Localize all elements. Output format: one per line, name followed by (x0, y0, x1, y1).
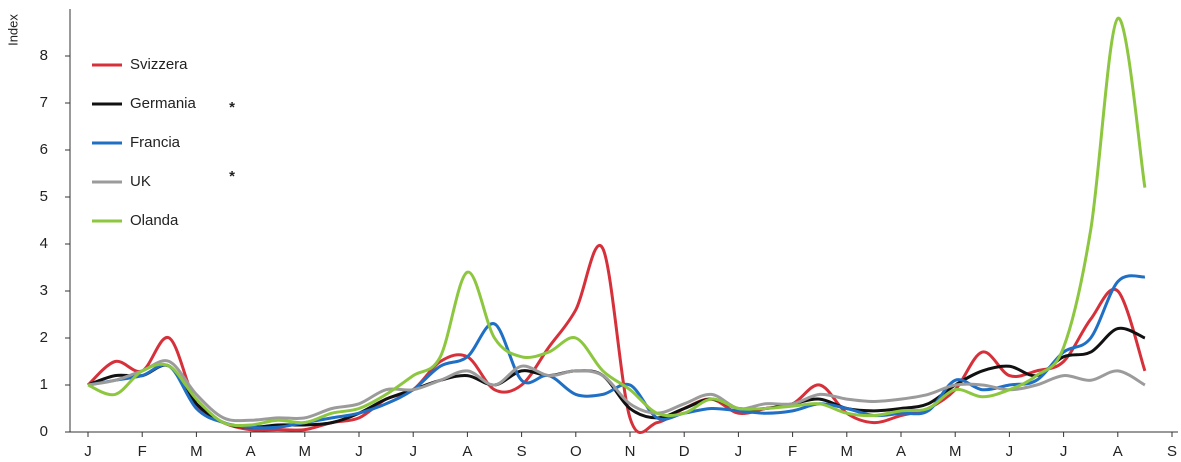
y-axis-label: Index (5, 14, 20, 46)
x-tick-label: M (949, 443, 962, 460)
x-tick-label: M (299, 443, 312, 460)
x-tick-label: A (462, 443, 472, 460)
x-tick-label: M (841, 443, 854, 460)
y-tick-label: 6 (40, 141, 48, 158)
x-tick-label: F (788, 443, 797, 460)
legend-label: Svizzera (130, 56, 188, 73)
y-tick-label: 4 (40, 235, 48, 252)
y-tick-label: 2 (40, 329, 48, 346)
x-tick-label: J (355, 443, 363, 460)
x-tick-label: D (679, 443, 690, 460)
x-tick-label: J (1006, 443, 1014, 460)
y-tick-label: 7 (40, 94, 48, 111)
series-line (86, 244, 1147, 435)
x-tick-label: J (1060, 443, 1068, 460)
x-tick-label: J (409, 443, 417, 460)
annotation: * (229, 168, 235, 185)
y-tick-label: 0 (40, 423, 48, 440)
annotation: * (229, 99, 235, 116)
x-tick-label: M (190, 443, 203, 460)
x-tick-label: O (570, 443, 582, 460)
x-tick-label: A (246, 443, 256, 460)
y-tick-label: 8 (40, 47, 48, 64)
y-tick-label: 3 (40, 282, 48, 299)
legend-label: Olanda (130, 212, 179, 229)
x-tick-label: A (896, 443, 906, 460)
series-line (87, 326, 1146, 429)
series-line (87, 16, 1147, 428)
x-tick-label: N (625, 443, 636, 460)
y-tick-label: 5 (40, 188, 48, 205)
legend-label: Germania (130, 95, 197, 112)
series-line (87, 359, 1146, 423)
x-tick-label: A (1113, 443, 1123, 460)
legend-label: Francia (130, 134, 181, 151)
x-tick-label: S (1167, 443, 1177, 460)
x-tick-label: F (138, 443, 147, 460)
y-tick-label: 1 (40, 376, 48, 393)
legend-label: UK (130, 173, 151, 190)
x-tick-label: J (735, 443, 743, 460)
x-tick-label: J (84, 443, 92, 460)
x-tick-label: S (517, 443, 527, 460)
